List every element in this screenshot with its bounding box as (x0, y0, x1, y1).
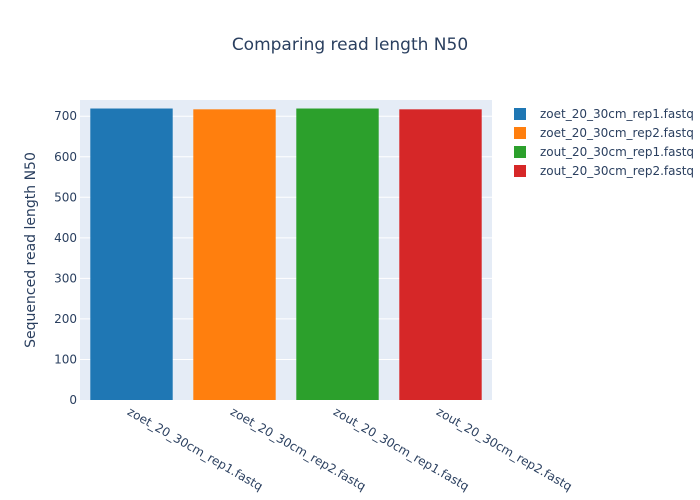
bar (90, 108, 173, 400)
legend-label: zout_20_30cm_rep1.fastq (540, 145, 694, 159)
legend: zoet_20_30cm_rep1.fastq zoet_20_30cm_rep2… (514, 107, 694, 178)
legend-swatch (514, 146, 526, 158)
y-tick-label: 400 (54, 231, 77, 245)
y-axis-label: Sequenced read length N50 (23, 152, 39, 348)
y-tick-label: 200 (54, 312, 77, 326)
y-axis-ticks: 0 100 200 300 400 500 600 700 (54, 109, 77, 407)
y-tick-label: 700 (54, 109, 77, 123)
y-tick-label: 0 (69, 393, 77, 407)
y-tick-label: 600 (54, 150, 77, 164)
x-axis-ticks: zoet_20_30cm_rep1.fastqzoet_20_30cm_rep2… (125, 404, 574, 493)
y-tick-label: 100 (54, 352, 77, 366)
legend-swatch (514, 108, 526, 120)
y-tick-label: 500 (54, 190, 77, 204)
legend-label: zoet_20_30cm_rep2.fastq (540, 126, 694, 140)
legend-label: zoet_20_30cm_rep1.fastq (540, 107, 694, 121)
legend-label: zout_20_30cm_rep2.fastq (540, 164, 694, 178)
bar (193, 109, 276, 400)
bar (399, 109, 482, 400)
legend-swatch (514, 165, 526, 177)
bars (90, 108, 482, 400)
y-tick-label: 300 (54, 271, 77, 285)
chart-title: Comparing read length N50 (232, 35, 468, 55)
bar (296, 108, 379, 400)
legend-swatch (514, 127, 526, 139)
